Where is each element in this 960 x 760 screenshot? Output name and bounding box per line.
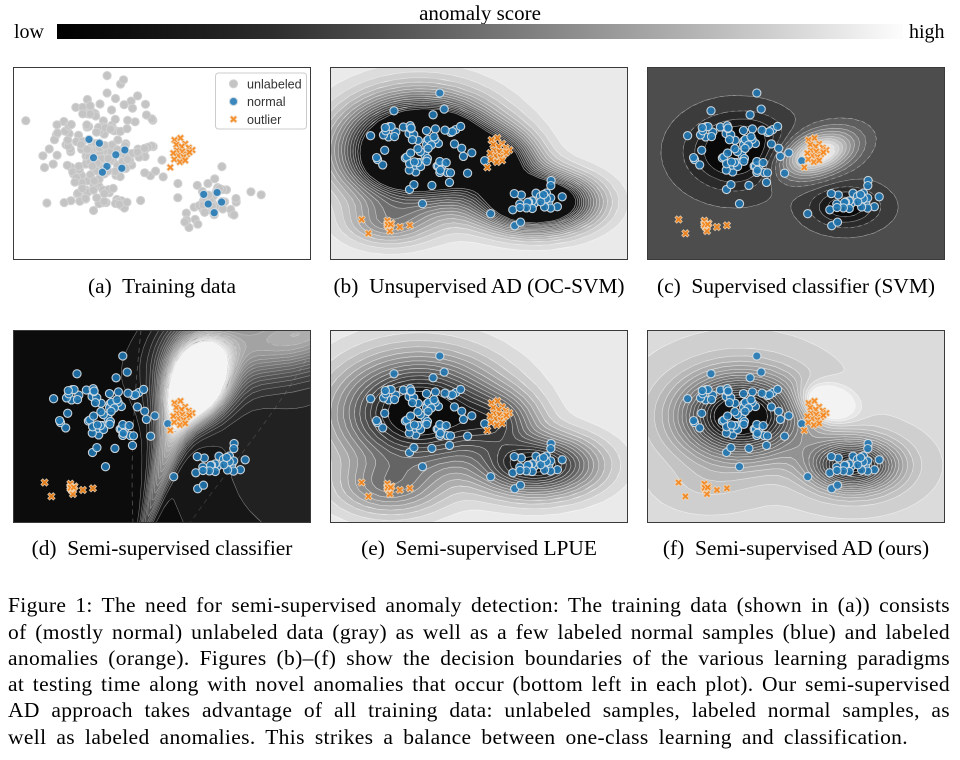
svg-text:outlier: outlier — [247, 113, 281, 127]
svg-text:unlabeled: unlabeled — [247, 78, 302, 92]
svg-text:normal: normal — [247, 95, 286, 109]
